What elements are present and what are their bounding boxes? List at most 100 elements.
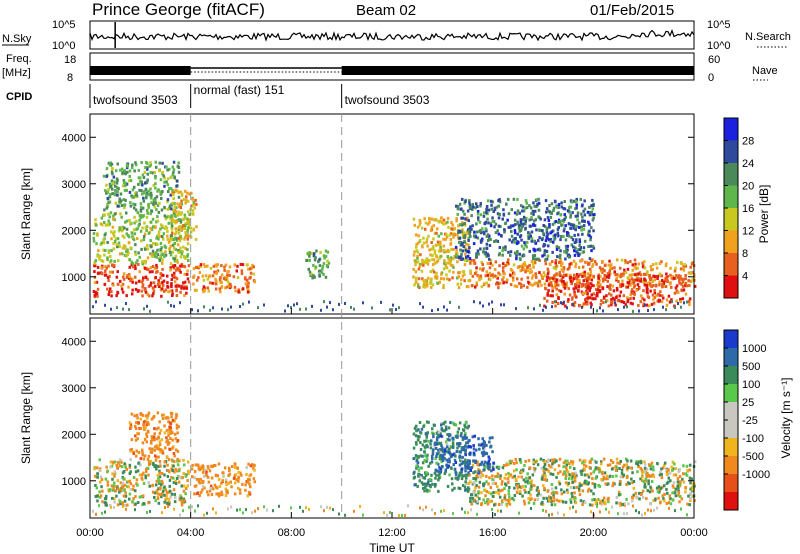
power-cell (474, 285, 477, 289)
velocity-ground-cell (206, 511, 208, 515)
power-cell (573, 301, 577, 304)
power-cell (532, 201, 535, 205)
power-cell (139, 216, 142, 219)
velocity-cell (570, 491, 574, 495)
power-cell (137, 262, 140, 266)
velocity-cell (532, 460, 536, 464)
velocity-cell (429, 485, 432, 489)
velocity-ground-cell (476, 512, 478, 516)
velocity-cell (524, 459, 527, 463)
power-cell (525, 201, 528, 205)
power-cell (451, 223, 454, 227)
power-cell (179, 235, 182, 239)
power-cell (584, 300, 588, 304)
power-cell (559, 258, 562, 262)
power-cell (600, 267, 603, 271)
velocity-cell (165, 455, 169, 459)
velocity-cell (497, 503, 501, 506)
velocity-cell (148, 447, 151, 451)
power-cell (576, 218, 579, 222)
velocity-cell (184, 487, 188, 490)
velocity-cell (677, 470, 680, 474)
power-cell (458, 271, 461, 274)
power-cell (132, 228, 136, 232)
velocity-cell (101, 500, 104, 504)
xtick-label: 20:00 (580, 527, 608, 539)
power-ground-cell (551, 305, 553, 309)
power-cell (456, 255, 459, 259)
velocity-cell (496, 472, 500, 476)
velocity-cell (452, 437, 455, 441)
velocity-cell (148, 484, 151, 488)
power-cell (538, 271, 541, 275)
velocity-ground-cell (191, 505, 193, 509)
velocity-cell (604, 502, 607, 506)
power-cell (575, 277, 579, 281)
power-cell (537, 208, 541, 212)
power-colorbar-label: 16 (742, 203, 754, 215)
power-cell (538, 247, 541, 251)
power-cell (496, 229, 499, 233)
power-cell (159, 272, 162, 276)
power-cell (175, 220, 178, 224)
velocity-cell (424, 486, 427, 489)
power-cell (108, 274, 111, 278)
power-cell (520, 277, 523, 281)
velocity-ground-cell (650, 509, 652, 513)
power-colorbar-segment (724, 185, 738, 208)
velocity-cell (686, 502, 689, 506)
velocity-cell (414, 454, 418, 457)
power-cell (631, 268, 634, 272)
power-ground-cell (350, 305, 352, 309)
velocity-cell (173, 432, 177, 436)
power-cell (654, 262, 658, 266)
velocity-ground-cell (215, 511, 217, 515)
velocity-cell (157, 501, 161, 505)
power-cell (575, 238, 578, 242)
power-cell (529, 234, 532, 238)
power-ground-cell (680, 305, 682, 309)
power-cell (561, 261, 564, 265)
power-cell (144, 181, 147, 185)
velocity-cell (205, 474, 209, 478)
power-cell (592, 284, 596, 288)
velocity-ground-cell (389, 511, 391, 514)
power-cell (656, 299, 659, 303)
velocity-cell (590, 457, 594, 461)
power-cell (463, 279, 466, 283)
power-cell (497, 286, 500, 290)
power-cell (458, 236, 462, 240)
power-cell (516, 222, 519, 226)
velocity-ground-cell (272, 509, 274, 513)
power-cell (320, 271, 324, 275)
power-cell (485, 281, 488, 285)
power-ground-cell (623, 305, 625, 309)
power-cell (145, 160, 148, 164)
power-cell (646, 270, 649, 274)
velocity-cell (690, 486, 694, 489)
velocity-ground-cell (386, 513, 388, 517)
power-cell (430, 217, 434, 221)
velocity-cell (518, 489, 522, 493)
power-cell (575, 250, 578, 254)
power-cell (496, 212, 500, 216)
power-cell (155, 236, 158, 240)
velocity-cell (548, 498, 551, 502)
velocity-cell (431, 452, 435, 456)
velocity-cell (191, 475, 194, 479)
power-cell (186, 199, 190, 203)
power-cell (127, 241, 131, 245)
velocity-cell (503, 494, 507, 497)
power-cell (479, 240, 483, 244)
power-cell (123, 181, 126, 184)
velocity-cell (198, 494, 201, 497)
power-cell (574, 214, 578, 218)
velocity-cell (452, 443, 455, 447)
velocity-cell (505, 463, 508, 467)
power-cell (647, 296, 651, 300)
velocity-cell (544, 467, 547, 471)
velocity-cell (511, 497, 514, 501)
velocity-cell (670, 465, 673, 469)
power-cell (154, 201, 158, 205)
velocity-cell (163, 460, 166, 464)
